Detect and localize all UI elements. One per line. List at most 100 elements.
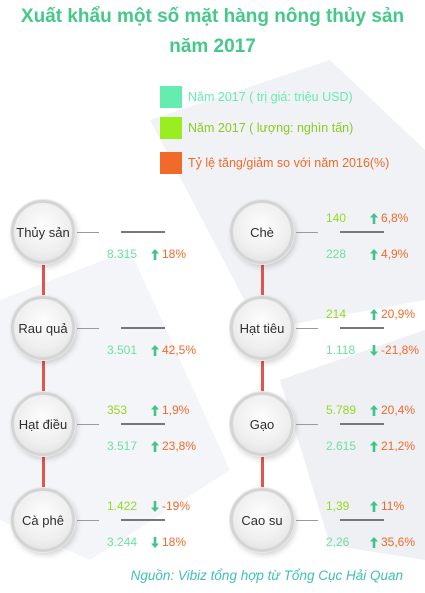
change-text: 18% xyxy=(151,535,186,549)
change-value: 18% xyxy=(162,535,187,549)
change-text: 42,5% xyxy=(151,343,196,357)
node-label: Cao su xyxy=(241,512,283,528)
change-text: -19% xyxy=(151,499,190,513)
volume-text: 1.422 xyxy=(107,499,138,513)
arrow-up-icon xyxy=(370,440,378,452)
change-value: 42,5% xyxy=(162,343,197,357)
connector-line xyxy=(260,264,264,296)
change-value: 23,8% xyxy=(162,439,197,453)
node-1: Thủy sản xyxy=(11,200,75,264)
legend-label: Năm 2017 ( lượng: nghìn tấn) xyxy=(188,121,354,135)
legend-label: Tỷ lệ tăng/giảm so với năm 2016(%) xyxy=(188,156,390,170)
value-text: 2,26 xyxy=(326,535,350,549)
link-line xyxy=(77,232,99,233)
arrow-up-icon xyxy=(370,404,378,416)
node-2: Rau quả xyxy=(11,296,75,360)
link-line xyxy=(296,520,318,521)
node-label: Cà phê xyxy=(22,512,64,528)
divider-dash xyxy=(121,423,165,425)
arrow-up-icon xyxy=(370,248,378,260)
link-line xyxy=(296,424,318,425)
arrow-up-icon xyxy=(151,344,159,356)
change-value: -19% xyxy=(162,499,191,513)
divider-dash xyxy=(340,423,384,425)
divider-dash xyxy=(340,327,384,329)
node-label: Rau quả xyxy=(18,320,68,336)
change-text: 21,2% xyxy=(370,439,415,453)
link-line xyxy=(77,424,99,425)
change-text: 6,8% xyxy=(370,211,408,225)
node-6: Hạt tiêu xyxy=(230,296,294,360)
change-text: 20,9% xyxy=(370,307,415,321)
page-title: Xuất khẩu một số mặt hàng nông thủy sản … xyxy=(0,2,425,62)
link-line xyxy=(77,328,99,329)
divider-dash xyxy=(340,519,384,521)
change-value: 35,6% xyxy=(381,535,416,549)
link-line xyxy=(296,232,318,233)
node-label: Thủy sản xyxy=(16,224,70,240)
source-note: Nguồn: Vibiz tổng hợp từ Tổng Cục Hải Qu… xyxy=(130,568,403,583)
change-text: 23,8% xyxy=(151,439,196,453)
link-line xyxy=(296,328,318,329)
change-text: 35,6% xyxy=(370,535,415,549)
legend-item: Tỷ lệ tăng/giảm so với năm 2016(%) xyxy=(160,152,389,174)
volume-text: 353 xyxy=(107,403,128,417)
node-7: Gạo xyxy=(230,392,294,456)
title-line-1: Xuất khẩu một số mặt hàng nông thủy sản xyxy=(20,6,405,27)
value-text: 2.615 xyxy=(326,439,357,453)
title-line-2: năm 2017 xyxy=(169,36,256,57)
arrow-down-icon xyxy=(370,344,378,356)
change-value: 1,9% xyxy=(162,403,190,417)
change-value: 4,9% xyxy=(381,247,409,261)
volume-text: 140 xyxy=(326,211,347,225)
volume-text: 5.789 xyxy=(326,403,357,417)
change-text: 18% xyxy=(151,247,186,261)
value-text: 3.517 xyxy=(107,439,138,453)
change-text: 20,4% xyxy=(370,403,415,417)
arrow-up-icon xyxy=(370,212,378,224)
arrow-up-icon xyxy=(370,308,378,320)
change-value: 20,4% xyxy=(381,403,416,417)
value-text: 1.118 xyxy=(326,343,356,357)
connector-line xyxy=(41,264,45,296)
node-label: Hạt điều xyxy=(18,416,68,432)
divider-dash xyxy=(121,231,165,233)
node-4: Cà phê xyxy=(11,488,75,552)
change-value: 21,2% xyxy=(381,439,416,453)
divider-dash xyxy=(121,327,165,329)
value-text: 228 xyxy=(326,247,347,261)
arrow-down-icon xyxy=(151,500,159,512)
legend-swatch xyxy=(160,117,182,139)
connector-line xyxy=(260,360,264,392)
connector-line xyxy=(260,456,264,488)
arrow-up-icon xyxy=(151,248,159,260)
node-5: Chè xyxy=(230,200,294,264)
change-text: 4,9% xyxy=(370,247,408,261)
change-text: 1,9% xyxy=(151,403,189,417)
node-label: Gạo xyxy=(249,416,275,432)
change-value: 11% xyxy=(381,499,405,513)
arrow-down-icon xyxy=(151,536,159,548)
legend-label: Năm 2017 ( trị giá: triệu USD) xyxy=(188,90,353,104)
legend-item: Năm 2017 ( trị giá: triệu USD) xyxy=(160,86,353,108)
volume-text: 214 xyxy=(326,307,347,321)
value-text: 3.501 xyxy=(107,343,138,357)
arrow-up-icon xyxy=(370,500,378,512)
link-line xyxy=(77,520,99,521)
connector-line xyxy=(41,360,45,392)
value-text: 8.315 xyxy=(107,247,138,261)
change-value: 6,8% xyxy=(381,211,409,225)
arrow-up-icon xyxy=(151,404,159,416)
change-value: 20,9% xyxy=(381,307,416,321)
legend-swatch xyxy=(160,86,182,108)
node-3: Hạt điều xyxy=(11,392,75,456)
change-text: 11% xyxy=(370,499,404,513)
legend-swatch xyxy=(160,152,182,174)
change-value: -21,8% xyxy=(381,343,420,357)
divider-dash xyxy=(121,519,165,521)
legend-item: Năm 2017 ( lượng: nghìn tấn) xyxy=(160,117,353,139)
divider-dash xyxy=(340,231,384,233)
change-value: 18% xyxy=(162,247,187,261)
node-8: Cao su xyxy=(230,488,294,552)
node-label: Chè xyxy=(250,224,274,240)
